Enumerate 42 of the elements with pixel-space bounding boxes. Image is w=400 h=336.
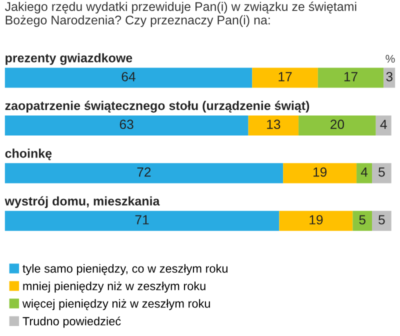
data-label: 17 [278,72,292,82]
data-label: 71 [135,215,149,224]
bar [384,68,396,88]
bar [4,210,280,231]
data-label: 5 [359,215,366,224]
data-label: 4 [380,120,387,129]
bar [318,68,384,88]
legend-label: mniej pieniędzy niż w zeszłym roku [23,282,206,293]
bar [356,163,372,184]
bar [372,163,392,184]
legend-label: tyle samo pieniędzy, co w zeszłym roku [22,264,228,276]
data-label: 19 [313,167,327,177]
y-tick-label: zaopatrzenie świątecznego stołu (urządzenie świąt) [5,100,310,113]
data-label: 5 [378,215,385,224]
y-tick-label: choinkę [5,148,52,160]
data-label: 63 [120,120,134,130]
data-label: 17 [344,72,358,82]
data-label: 4 [360,168,368,177]
bar [4,163,284,184]
bar [298,115,376,136]
data-label: 20 [330,120,344,130]
y-tick-label: prezenty gwiazdkowe [6,53,132,65]
data-label: 3 [386,72,392,82]
bar [248,115,299,136]
legend-label: Trudno powiedzieć [22,316,121,328]
annotation: % [386,54,395,63]
data-label: 5 [378,168,385,177]
bar [279,210,353,231]
bar [4,115,248,136]
y-tick-label: wystrój domu, mieszkania [4,196,160,208]
bar [372,210,392,231]
data-label: 19 [310,215,323,224]
data-label: 64 [122,72,136,82]
bar [283,163,357,184]
legend-label: więcej pieniędzy niż w zeszłym roku [22,299,210,310]
chart-title: Jakiego rzędu wydatki przewiduje Pan(i) w związku ze świętami Bożego Narodzenia? Czy przeznaczy Pan(i) na: [4,2,356,27]
bar [4,68,252,88]
data-label: 72 [137,167,151,177]
data-label: 13 [267,120,280,130]
bar [252,68,318,88]
bar [352,210,372,231]
bar [376,115,392,136]
